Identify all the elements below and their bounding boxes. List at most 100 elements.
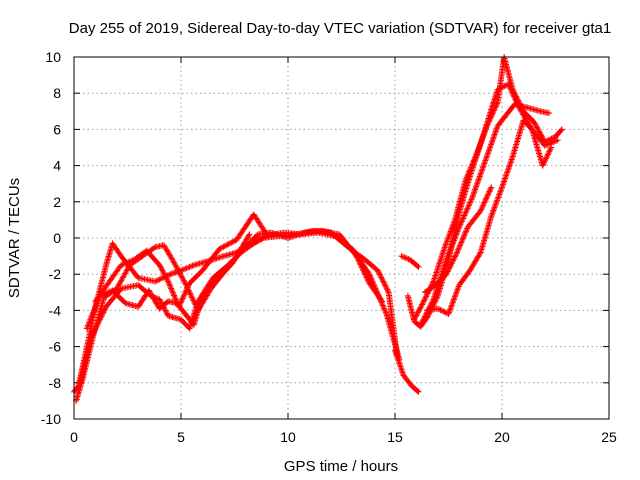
data-point-marker xyxy=(366,271,373,278)
data-point-marker xyxy=(438,307,445,314)
data-point-marker xyxy=(415,308,422,315)
data-point-marker xyxy=(544,152,551,159)
data-point-marker xyxy=(473,151,480,158)
data-point-marker xyxy=(487,185,494,192)
data-point-marker xyxy=(172,295,179,302)
data-point-marker xyxy=(172,296,179,303)
data-point-marker xyxy=(461,232,468,239)
data-point-marker xyxy=(449,300,456,307)
data-point-marker xyxy=(531,120,538,127)
data-point-marker xyxy=(507,160,514,167)
data-point-marker xyxy=(479,166,486,173)
data-point-marker xyxy=(369,278,376,285)
data-point-marker xyxy=(480,161,487,168)
data-point-marker xyxy=(505,166,512,173)
data-point-marker xyxy=(443,255,450,262)
data-point-marker xyxy=(87,315,94,322)
data-point-marker xyxy=(504,169,511,176)
data-point-marker xyxy=(163,308,170,315)
data-point-marker xyxy=(481,160,488,167)
data-point-marker xyxy=(486,145,493,152)
data-point-marker xyxy=(466,168,473,175)
data-point-marker xyxy=(470,192,477,199)
data-point-marker xyxy=(477,207,484,214)
data-point-marker xyxy=(545,137,552,144)
data-point-marker xyxy=(377,273,384,280)
data-point-marker xyxy=(367,274,374,281)
data-point-marker xyxy=(487,114,494,121)
data-point-marker xyxy=(156,276,163,283)
data-point-marker xyxy=(506,163,513,170)
data-point-marker xyxy=(536,128,543,135)
data-point-marker xyxy=(454,286,461,293)
data-point-marker xyxy=(86,319,93,326)
data-point-marker xyxy=(187,291,194,298)
data-point-marker xyxy=(223,242,230,249)
data-point-marker xyxy=(491,106,498,113)
data-point-marker xyxy=(448,303,455,310)
chart-title: Day 255 of 2019, Sidereal Day-to-day VTE… xyxy=(69,20,611,37)
data-point-marker xyxy=(392,347,398,354)
data-point-marker xyxy=(475,176,482,183)
data-point-marker xyxy=(540,159,547,166)
data-point-marker xyxy=(446,265,453,272)
data-point-marker xyxy=(368,275,375,282)
data-point-marker xyxy=(375,292,382,299)
data-point-marker xyxy=(448,225,455,232)
data-point-marker xyxy=(423,310,430,317)
data-point-marker xyxy=(453,250,460,257)
data-point-marker xyxy=(158,264,165,271)
data-point-marker xyxy=(231,238,238,245)
x-tick-label: 5 xyxy=(177,429,185,445)
data-point-marker xyxy=(420,298,427,305)
data-point-marker xyxy=(511,90,518,97)
data-point-marker xyxy=(455,245,462,252)
data-point-marker xyxy=(413,312,420,319)
data-point-marker xyxy=(119,261,126,268)
data-point-marker xyxy=(416,306,423,313)
data-point-marker xyxy=(461,212,468,219)
data-point-marker xyxy=(477,170,484,177)
data-point-marker xyxy=(182,288,189,295)
data-point-marker xyxy=(151,244,158,251)
data-point-marker xyxy=(92,324,99,331)
data-point-marker xyxy=(491,132,498,139)
data-point-marker xyxy=(444,237,451,244)
data-point-marker xyxy=(184,284,191,291)
data-point-marker xyxy=(462,228,469,235)
data-point-marker xyxy=(445,311,452,318)
data-point-marker xyxy=(399,253,406,260)
data-point-marker xyxy=(441,244,448,251)
data-point-marker xyxy=(473,182,480,189)
data-point-marker xyxy=(440,308,447,315)
data-point-marker xyxy=(166,282,173,289)
data-point-marker xyxy=(477,141,484,148)
data-point-marker xyxy=(163,274,170,281)
data-point-marker xyxy=(501,176,508,183)
data-point-marker xyxy=(477,172,484,179)
data-point-marker xyxy=(101,306,108,313)
data-point-marker xyxy=(538,132,545,139)
data-point-marker xyxy=(466,167,473,174)
data-point-marker xyxy=(462,209,469,216)
data-point-marker xyxy=(446,308,453,315)
data-point-marker xyxy=(444,268,451,275)
data-point-marker xyxy=(255,237,262,244)
data-point-marker xyxy=(185,283,192,290)
data-point-marker xyxy=(91,306,98,313)
data-point-marker xyxy=(454,228,461,235)
data-point-marker xyxy=(484,192,491,199)
data-point-marker xyxy=(177,301,184,308)
data-point-marker xyxy=(487,143,494,150)
x-tick-label: 0 xyxy=(70,429,78,445)
data-point-marker xyxy=(489,210,496,217)
data-point-marker xyxy=(123,259,130,266)
data-point-marker xyxy=(451,235,458,242)
data-point-marker xyxy=(470,190,477,197)
data-point-marker xyxy=(259,235,266,242)
data-point-marker xyxy=(227,240,234,247)
data-point-marker xyxy=(468,163,475,170)
data-point-marker xyxy=(544,151,551,158)
data-point-marker xyxy=(262,230,269,237)
data-point-marker xyxy=(449,224,456,231)
